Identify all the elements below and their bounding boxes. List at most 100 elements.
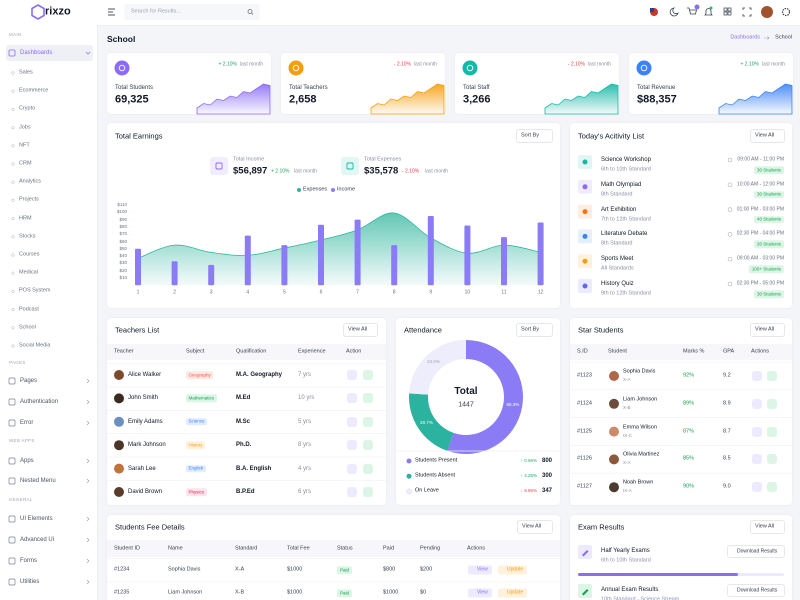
button-label[interactable]: View All (755, 523, 775, 530)
menu-item[interactable]: Dashboards (20, 50, 53, 56)
search-input[interactable]: Search for Results... (131, 8, 181, 15)
button-label[interactable]: Sort By (521, 326, 540, 333)
column-header: Teacher (114, 348, 134, 355)
card-title: Students Fee Details (115, 522, 185, 532)
submenu-item[interactable]: CRM (19, 160, 32, 167)
view-all-button[interactable] (343, 323, 378, 337)
edit-button[interactable] (347, 416, 357, 427)
edit-button[interactable] (347, 370, 357, 380)
column-header: GPA (723, 348, 735, 355)
submenu-item[interactable]: Medical (19, 269, 38, 276)
bell-badge (709, 6, 713, 10)
update-action[interactable]: Update (498, 588, 528, 598)
edit-button[interactable] (347, 440, 357, 451)
view-all-button[interactable] (750, 323, 785, 337)
delete-button[interactable] (363, 463, 373, 474)
download-label[interactable]: Download Results (737, 548, 778, 554)
student-class: X-B (623, 404, 631, 410)
menu-item[interactable]: UI Elements (20, 516, 53, 522)
submenu-item[interactable]: HRM (19, 214, 32, 221)
edit-button[interactable] (347, 487, 357, 497)
student-id: #1127 (577, 483, 592, 490)
logo-icon (31, 4, 45, 20)
search-box[interactable] (124, 4, 260, 20)
delete-button[interactable] (767, 482, 777, 493)
menu-item[interactable]: Advanced Ui (20, 537, 55, 543)
delete-button[interactable] (767, 454, 777, 465)
fee-cell: Sophia Davis (168, 566, 201, 573)
submenu-item[interactable]: Jobs (19, 123, 31, 130)
delete-button[interactable] (363, 440, 373, 451)
activity-title: Science Workshop (601, 157, 651, 163)
submenu-item[interactable]: School (19, 324, 36, 331)
breadcrumb-link[interactable]: Dashboards (730, 34, 760, 41)
download-label[interactable]: Download Results (737, 587, 778, 593)
submenu-item[interactable]: POS System (19, 287, 51, 294)
submenu-item[interactable]: Crypto (19, 105, 36, 112)
menu-item[interactable]: Pages (20, 378, 38, 384)
view-button[interactable] (752, 482, 762, 493)
submenu-item[interactable]: Projects (19, 196, 39, 203)
delete-button[interactable] (767, 371, 777, 381)
submenu-item[interactable]: Analytics (19, 178, 42, 185)
y-tick-label: $110 (117, 201, 127, 207)
submenu-item[interactable]: Podcast (19, 305, 39, 312)
menu-item[interactable]: Apps (20, 458, 34, 464)
view-button[interactable] (752, 454, 762, 465)
submenu-item[interactable]: Stocks (19, 233, 36, 240)
donut-total-label: Total (454, 386, 478, 397)
teacher-avatar (114, 440, 124, 451)
menu-item[interactable]: Error (20, 420, 34, 426)
menu-item[interactable]: Utilities (20, 579, 40, 585)
view-all-button[interactable] (517, 520, 553, 534)
submenu-item[interactable]: Social Media (19, 342, 51, 349)
sort-button[interactable] (516, 129, 553, 143)
button-label[interactable]: View All (522, 523, 542, 530)
delete-button[interactable] (363, 487, 373, 497)
menu-item[interactable]: Forms (20, 558, 37, 564)
stat-sparkline (544, 83, 619, 115)
submenu-item[interactable]: Sales (19, 69, 33, 76)
view-action[interactable]: View (468, 565, 492, 575)
view-button[interactable] (752, 398, 762, 409)
menu-icon (8, 578, 16, 586)
delete-button[interactable] (767, 426, 777, 437)
donut-slice (409, 340, 466, 395)
x-tick-label: 9 (429, 289, 433, 296)
download-button[interactable] (727, 584, 785, 597)
breadcrumb-current[interactable]: School (775, 34, 792, 41)
view-button[interactable] (752, 371, 762, 381)
legend-count: 347 (541, 488, 552, 495)
update-action[interactable]: Update (498, 565, 528, 575)
fee-cell: $800 (383, 566, 396, 573)
view-all-button[interactable] (750, 520, 785, 534)
stat-value: 3,266 (463, 93, 491, 106)
teacher-name: Mark Johnson (128, 442, 166, 449)
download-button[interactable] (727, 545, 785, 558)
menu-item[interactable]: Nested Menu (20, 478, 56, 484)
menu-item[interactable]: Authentication (20, 399, 59, 405)
view-all-button[interactable] (750, 129, 785, 143)
button-label[interactable]: Sort By (521, 132, 540, 139)
submenu-item[interactable]: NFT (19, 142, 30, 149)
delete-button[interactable] (363, 370, 373, 380)
delete-button[interactable] (363, 393, 373, 404)
edit-button[interactable] (347, 393, 357, 404)
view-action[interactable]: View (468, 588, 492, 598)
active-menu-bg[interactable] (6, 45, 93, 61)
submenu-item[interactable]: Courses (19, 251, 40, 258)
edit-button[interactable] (347, 463, 357, 474)
button-label[interactable]: View All (755, 132, 775, 139)
student-avatar (609, 371, 619, 381)
stat-note: last month (413, 61, 437, 68)
column-header: Name (168, 545, 183, 552)
sort-button[interactable] (516, 323, 553, 337)
summary-label: Total Income (233, 156, 265, 163)
delete-button[interactable] (767, 398, 777, 409)
view-button[interactable] (752, 426, 762, 437)
button-label[interactable]: View All (755, 326, 775, 333)
bar (318, 224, 324, 286)
button-label[interactable]: View All (348, 326, 368, 333)
delete-button[interactable] (363, 416, 373, 427)
submenu-item[interactable]: Ecommerce (19, 87, 49, 94)
